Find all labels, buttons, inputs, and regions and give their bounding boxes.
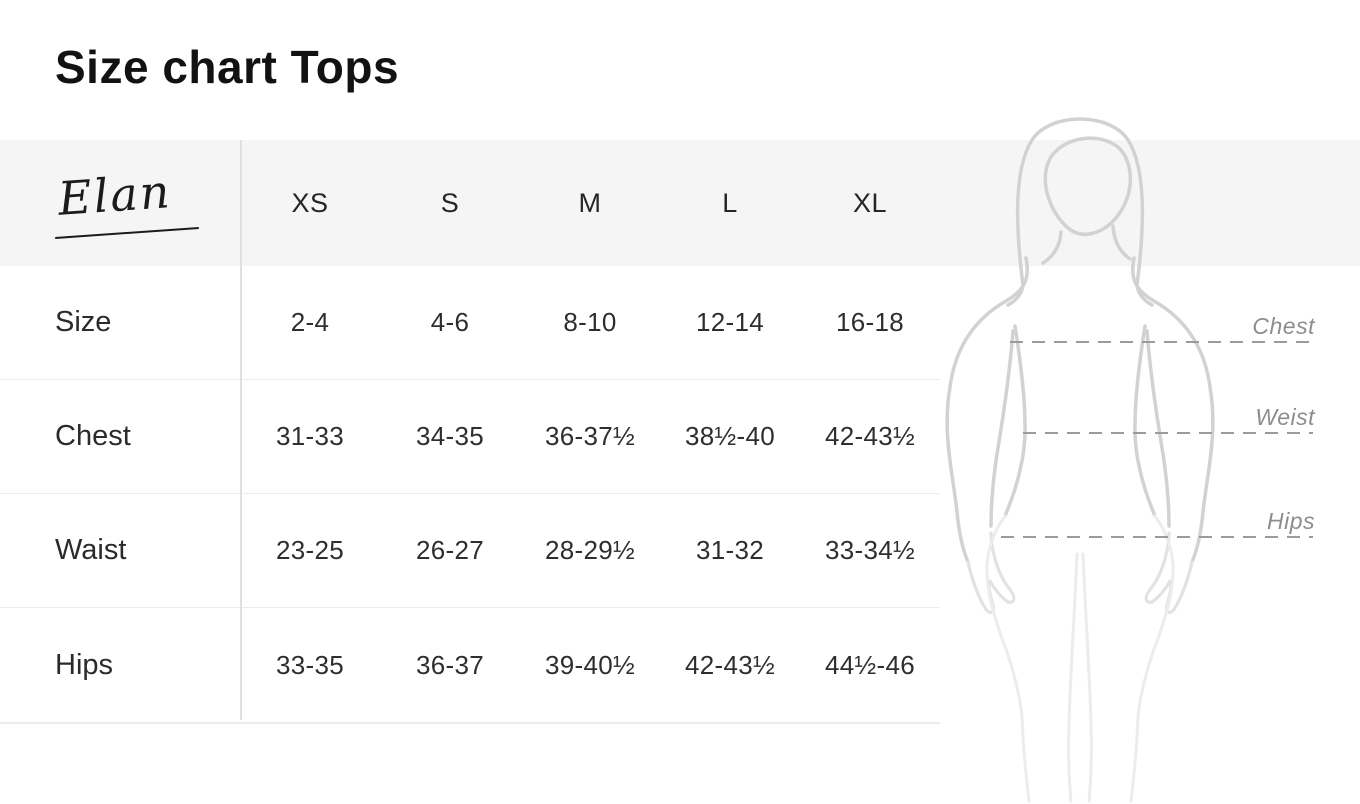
hips-cell: 42-43½ bbox=[685, 649, 775, 680]
waist-cell: 26-27 bbox=[416, 535, 484, 565]
left-torso-side bbox=[1003, 324, 1027, 518]
measurement-label-chest: Chest bbox=[1252, 313, 1315, 339]
face-outline bbox=[1043, 136, 1132, 237]
size-cell: 2-4 bbox=[290, 307, 330, 337]
column-header-l: L bbox=[722, 187, 738, 218]
left-hip-leg bbox=[985, 514, 1031, 803]
brand-logo: Elan bbox=[0, 140, 240, 266]
hips-cell: 39-40½ bbox=[545, 649, 635, 680]
row-label-chest: Chest bbox=[55, 420, 131, 452]
measurement-label-hips: Hips bbox=[1266, 508, 1315, 534]
table-header-row: Elan XS S M L XL bbox=[0, 140, 940, 266]
body-outline-illustration bbox=[880, 104, 1360, 804]
table-row-waist: Waist 23-25 26-27 28-29½ 31-32 33-34½ bbox=[0, 494, 940, 608]
size-cell: 4-6 bbox=[430, 307, 470, 337]
hips-cell: 33-35 bbox=[276, 649, 344, 680]
waist-cell: 28-29½ bbox=[545, 535, 635, 565]
chest-cell: 36-37½ bbox=[545, 421, 635, 451]
waist-cell: 23-25 bbox=[276, 535, 344, 565]
table-column-divider bbox=[240, 140, 242, 720]
row-label-waist: Waist bbox=[55, 534, 127, 566]
table-row-size: Size 2-4 4-6 8-10 12-14 16-18 bbox=[0, 266, 940, 380]
neck-right bbox=[1111, 224, 1132, 261]
neck-left bbox=[1041, 230, 1063, 265]
measurement-label-waist: Weist bbox=[1255, 404, 1315, 430]
hips-cell: 44½-46 bbox=[825, 649, 915, 680]
female-figure-icon bbox=[945, 117, 1313, 803]
table-row-chest: Chest 31-33 34-35 36-37½ 38½-40 42-43½ bbox=[0, 380, 940, 494]
left-shoulder-arm bbox=[945, 256, 1029, 564]
column-header-s: S bbox=[440, 187, 460, 218]
brand-logo-underline bbox=[55, 226, 199, 240]
right-torso-side bbox=[1133, 324, 1157, 518]
hair-outline bbox=[1006, 117, 1154, 307]
right-inner-arm bbox=[1145, 329, 1171, 528]
chest-cell: 34-35 bbox=[416, 421, 484, 451]
chest-cell: 38½-40 bbox=[685, 421, 775, 451]
size-table: Elan XS S M L XL Size 2-4 4-6 8-10 12-14… bbox=[0, 140, 940, 724]
table-row-hips: Hips 33-35 36-37 39-40½ 42-43½ 44½-46 bbox=[0, 608, 940, 724]
row-label-hips: Hips bbox=[55, 648, 114, 681]
right-hand bbox=[1144, 531, 1194, 614]
right-hip-leg bbox=[1129, 514, 1175, 803]
left-hand bbox=[966, 531, 1016, 614]
chest-cell: 31-33 bbox=[276, 421, 344, 451]
left-inner-arm bbox=[989, 329, 1015, 528]
left-inner-leg bbox=[1067, 552, 1079, 803]
right-shoulder-arm bbox=[1131, 256, 1215, 564]
table-header-band bbox=[0, 140, 1360, 266]
right-inner-leg bbox=[1081, 552, 1093, 803]
brand-logo-text: Elan bbox=[56, 164, 174, 226]
column-header-xl: XL bbox=[852, 187, 888, 218]
chest-cell: 42-43½ bbox=[825, 421, 915, 451]
size-cell: 16-18 bbox=[836, 307, 904, 337]
column-header-xs: XS bbox=[291, 187, 329, 218]
page-title: Size chart Tops bbox=[55, 41, 400, 93]
row-label-size: Size bbox=[55, 306, 112, 338]
waist-cell: 31-32 bbox=[696, 535, 764, 565]
size-cell: 8-10 bbox=[563, 307, 617, 337]
hips-cell: 36-37 bbox=[416, 649, 484, 680]
waist-cell: 33-34½ bbox=[825, 535, 915, 565]
column-header-m: M bbox=[578, 187, 602, 218]
size-cell: 12-14 bbox=[696, 307, 764, 337]
